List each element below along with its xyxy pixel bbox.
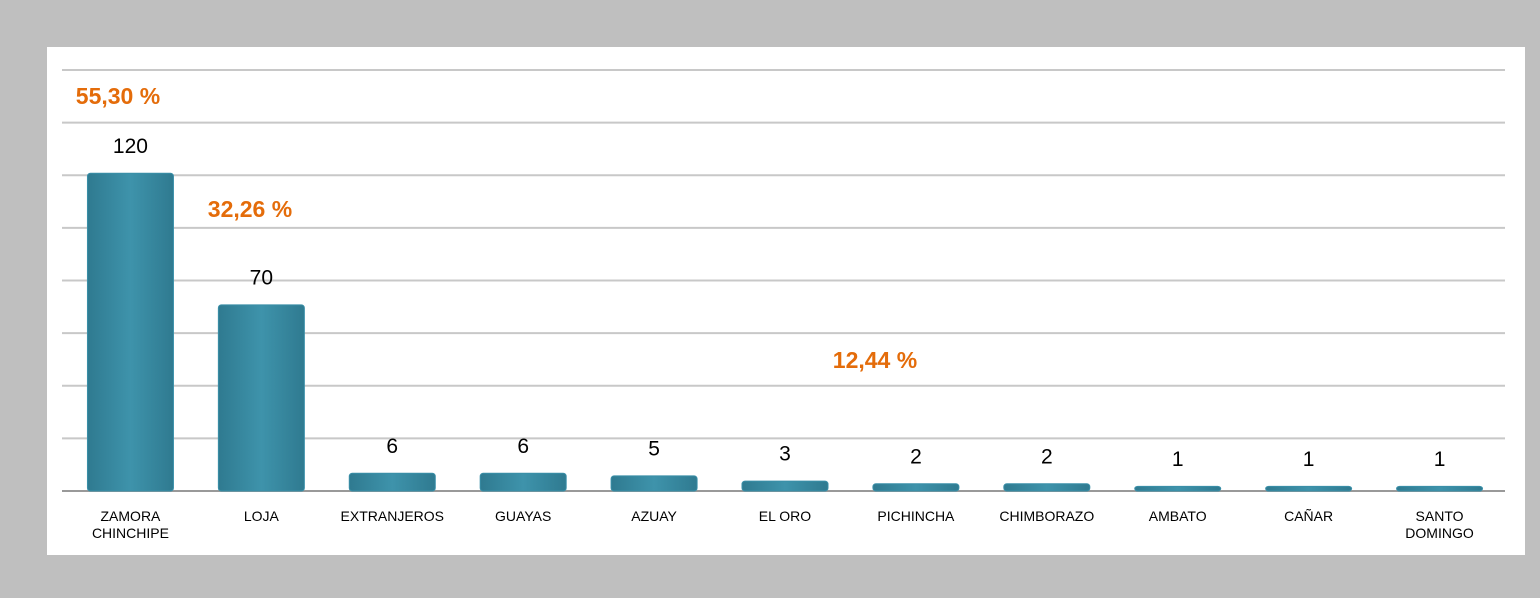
bar xyxy=(348,472,436,492)
annotation: 32,26 % xyxy=(208,196,292,222)
bar xyxy=(1003,483,1091,492)
x-tick-label: AMBATO xyxy=(1148,508,1207,524)
bar xyxy=(217,304,305,492)
x-tick-label: SANTO DOMINGO xyxy=(1405,508,1474,541)
bar xyxy=(86,172,174,492)
x-tick-label: ZAMORA CHINCHIPE xyxy=(91,508,169,541)
x-tick-label: GUAYAS xyxy=(495,508,552,524)
value-label: 2 xyxy=(1041,445,1053,468)
value-label: 5 xyxy=(648,437,660,460)
annotation: 55,30 % xyxy=(76,83,160,109)
value-label: 2 xyxy=(910,445,922,468)
bar xyxy=(479,472,567,492)
annotation: 12,44 % xyxy=(833,347,917,373)
bar xyxy=(741,480,829,492)
value-label: 1 xyxy=(1172,448,1184,471)
value-label: 3 xyxy=(779,443,791,466)
value-label: 1 xyxy=(1303,448,1315,471)
x-tick-label: EL ORO xyxy=(758,508,812,524)
x-tick-label: CAÑAR xyxy=(1284,508,1334,524)
value-label: 6 xyxy=(517,435,529,458)
value-label: 6 xyxy=(386,435,398,458)
bar xyxy=(872,483,960,492)
x-tick-label: PICHINCHA xyxy=(877,508,955,524)
bar xyxy=(1265,485,1353,492)
bar xyxy=(610,475,698,492)
value-label: 1 xyxy=(1434,448,1446,471)
x-tick-label: AZUAY xyxy=(631,508,677,524)
value-label: 70 xyxy=(250,266,273,289)
bar xyxy=(1134,485,1222,492)
value-label: 120 xyxy=(113,135,148,158)
bar xyxy=(1396,485,1484,492)
x-tick-label: LOJA xyxy=(243,508,279,524)
x-tick-label: CHIMBORAZO xyxy=(999,508,1095,524)
x-tick-label: EXTRANJEROS xyxy=(340,508,444,524)
